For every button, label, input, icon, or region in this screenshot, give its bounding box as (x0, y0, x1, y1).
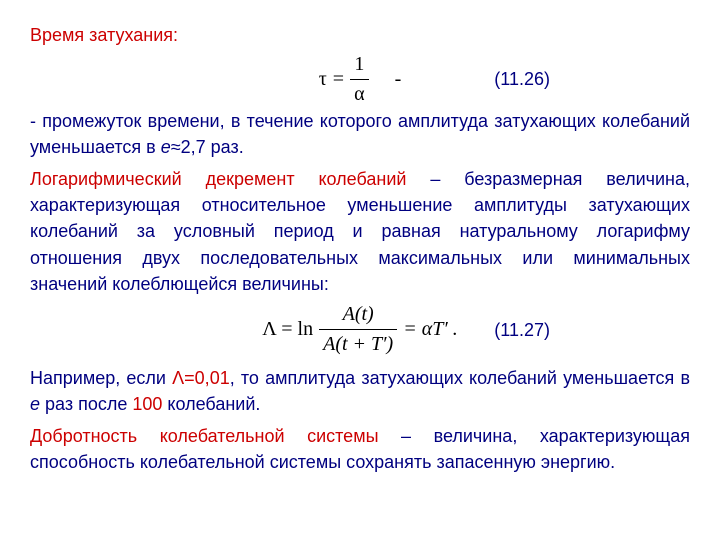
page: Время затухания: τ = 1 α - (11.26) - про… (0, 0, 720, 503)
equation-11-26: τ = 1 α - (11.26) (30, 56, 690, 102)
eq2-numerator: A(t) (319, 300, 397, 329)
eq1-denominator: α (350, 79, 368, 109)
q-factor-term: Добротность колебательной системы (30, 426, 379, 446)
eq1-lhs: τ (319, 65, 327, 94)
equation-11-27: Λ = ln A(t) A(t + T′) = αT′ . (11.27) (30, 305, 690, 355)
para3-e-italic: е (30, 394, 40, 414)
eq2-denominator: A(t + T′) (319, 329, 397, 359)
para3-c: , то амплитуда затухающих колебаний умен… (230, 368, 690, 388)
eq1-dash: - (395, 65, 402, 94)
para3-lambda: Λ=0,01 (172, 368, 230, 388)
eq2-lhs: Λ = ln (262, 315, 313, 344)
eq1-number: (11.26) (494, 66, 550, 92)
eq2-rhs: = αT′ . (403, 315, 458, 344)
equation-body-2: Λ = ln A(t) A(t + T′) = αT′ . (262, 300, 457, 359)
equation-body: τ = 1 α - (319, 50, 401, 109)
paragraph-3: Например, если Λ=0,01, то амплитуда зату… (30, 365, 690, 417)
para3-100: 100 (132, 394, 162, 414)
para1-text-b: ≈2,7 раз. (171, 137, 244, 157)
eq1-numerator: 1 (350, 50, 368, 79)
eq2-fraction: A(t) A(t + T′) (319, 300, 397, 359)
para3-a: Например, если (30, 368, 172, 388)
para1-e-italic: е (161, 137, 171, 157)
eq2-number: (11.27) (494, 317, 550, 343)
eq1-fraction: 1 α (350, 50, 368, 109)
log-decrement-term: Логарифмический декремент колебаний (30, 169, 406, 189)
para3-g: колебаний. (162, 394, 260, 414)
paragraph-1: - промежуток времени, в течение которого… (30, 108, 690, 160)
title-decay-time: Время затухания: (30, 22, 690, 48)
equals-sign: = (333, 65, 344, 94)
paragraph-2: Логарифмический декремент колебаний – бе… (30, 166, 690, 296)
paragraph-4: Добротность колебательной системы – вели… (30, 423, 690, 475)
para1-text-a: - промежуток времени, в течение которого… (30, 111, 690, 157)
para3-e-text: раз после (40, 394, 132, 414)
